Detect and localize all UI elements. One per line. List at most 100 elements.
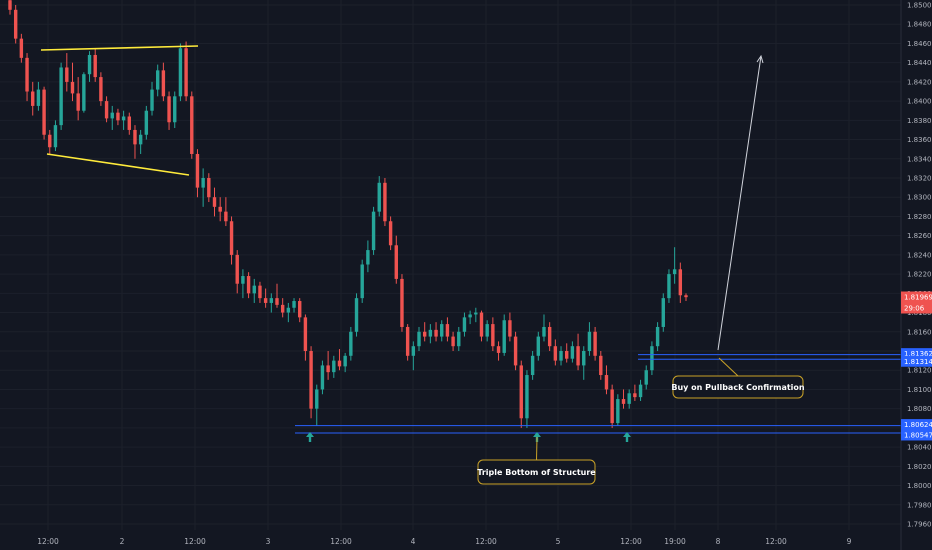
candle-body bbox=[337, 360, 342, 367]
candle-down bbox=[394, 235, 398, 284]
y-tick-label: 1.84800 bbox=[907, 21, 932, 29]
grid-lines bbox=[0, 0, 901, 530]
candle-up bbox=[201, 168, 205, 207]
pattern-upper-line[interactable] bbox=[40, 45, 199, 51]
candle-down bbox=[246, 272, 251, 299]
candle-body bbox=[87, 54, 92, 75]
candle-down bbox=[309, 346, 313, 419]
x-tick-label: 4 bbox=[411, 537, 416, 546]
candle-body bbox=[621, 399, 626, 404]
candle-body bbox=[275, 298, 279, 305]
candle-body bbox=[366, 250, 370, 265]
candle-body bbox=[252, 285, 256, 294]
candle-down bbox=[479, 310, 484, 342]
y-tick-label: 1.81600 bbox=[907, 328, 932, 336]
callout-triple-bottom[interactable]: Triple Bottom of Structure bbox=[477, 436, 596, 485]
candle-body bbox=[508, 320, 512, 337]
candlestick-series bbox=[8, 0, 688, 428]
candle-up bbox=[655, 322, 660, 351]
callout-buy-pullback[interactable]: Buy on Pullback Confirmation bbox=[671, 357, 805, 399]
candle-up bbox=[360, 259, 364, 303]
up-arrow-marker bbox=[306, 432, 314, 442]
candle-body bbox=[121, 116, 126, 121]
candle-body bbox=[661, 298, 665, 327]
projection-arrow-line[interactable] bbox=[717, 55, 762, 351]
candle-body bbox=[207, 178, 211, 198]
price-tag-bg bbox=[901, 302, 932, 314]
time-axis[interactable]: 12:00 2 12:00 3 12:00 4 12:00 5 12:00 19:00 8 12:00… bbox=[37, 537, 851, 546]
candle-up bbox=[371, 206, 376, 255]
candle-down bbox=[31, 81, 35, 116]
x-tick-label: 3 bbox=[266, 537, 271, 546]
candle-down bbox=[434, 322, 438, 342]
candle-body bbox=[582, 351, 586, 366]
candle-down bbox=[496, 341, 501, 361]
candle-body bbox=[332, 360, 336, 373]
price-tag-bg bbox=[901, 419, 932, 431]
candle-body bbox=[315, 389, 319, 409]
candle-down bbox=[207, 173, 211, 203]
candle-up bbox=[178, 43, 183, 102]
candle-up bbox=[468, 310, 472, 325]
candle-body bbox=[116, 112, 120, 121]
candle-down bbox=[547, 322, 552, 351]
candle-down bbox=[275, 283, 279, 308]
y-tick-label: 1.82800 bbox=[907, 213, 932, 221]
candle-up bbox=[59, 62, 63, 130]
candle-down bbox=[190, 91, 194, 159]
y-tick-label: 1.85000 bbox=[907, 2, 932, 10]
candle-body bbox=[173, 96, 177, 123]
price-tag-bg bbox=[901, 429, 932, 441]
price-tag-text: 1.81362 bbox=[904, 350, 932, 358]
candle-up bbox=[672, 247, 677, 284]
candle-body bbox=[184, 48, 188, 97]
candle-up bbox=[87, 51, 92, 82]
candle-down bbox=[218, 197, 222, 222]
candle-body bbox=[667, 274, 671, 299]
candle-up bbox=[121, 110, 126, 130]
candle-up bbox=[332, 355, 336, 378]
candle-up bbox=[286, 302, 291, 323]
candle-up bbox=[110, 105, 114, 130]
candle-up bbox=[343, 352, 347, 373]
candle-down bbox=[576, 333, 580, 371]
candle-body bbox=[547, 326, 552, 347]
y-tick-label: 1.81200 bbox=[907, 367, 932, 375]
y-tick-label: 1.80200 bbox=[907, 463, 932, 471]
candle-body bbox=[405, 326, 410, 356]
candle-down bbox=[451, 331, 455, 351]
candle-body bbox=[31, 91, 35, 106]
candle-body bbox=[70, 81, 75, 94]
candle-down bbox=[65, 53, 69, 92]
candle-up bbox=[349, 326, 353, 361]
candle-down bbox=[298, 298, 302, 323]
y-tick-label: 1.80400 bbox=[907, 444, 932, 452]
candle-down bbox=[633, 384, 637, 401]
y-tick-label: 1.82200 bbox=[907, 271, 932, 279]
candle-body bbox=[440, 324, 444, 337]
candle-down bbox=[25, 53, 29, 102]
candle-down bbox=[19, 33, 24, 63]
candle-down bbox=[195, 149, 200, 198]
candle-body bbox=[411, 346, 416, 356]
candle-down bbox=[13, 5, 18, 44]
callout-pointer bbox=[536, 436, 538, 461]
candle-body bbox=[360, 264, 364, 299]
pattern-lower-line[interactable] bbox=[46, 153, 190, 176]
candle-up bbox=[616, 394, 620, 426]
candle-body bbox=[457, 331, 461, 347]
candle-down bbox=[519, 360, 523, 428]
y-tick-label: 1.84200 bbox=[907, 78, 932, 86]
candle-down bbox=[326, 351, 330, 380]
candle-up bbox=[502, 314, 506, 356]
candle-body bbox=[178, 48, 183, 97]
candle-down bbox=[684, 293, 688, 302]
drawings-layer[interactable]: Triple Bottom of Structure Buy on Pullbac… bbox=[40, 45, 901, 485]
candle-body bbox=[610, 389, 614, 424]
price-tag-text: 1.80547 bbox=[904, 431, 932, 439]
y-tick-label: 1.79800 bbox=[907, 501, 932, 509]
candle-down bbox=[303, 314, 308, 361]
candle-up bbox=[582, 346, 586, 380]
candle-body bbox=[127, 116, 131, 130]
